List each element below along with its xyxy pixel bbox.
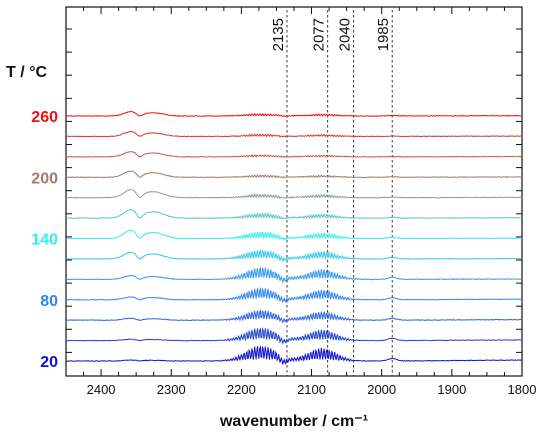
temperature-label: 200 xyxy=(31,170,58,187)
spectrum-trace xyxy=(65,111,523,118)
spectrum-trace xyxy=(65,229,523,242)
spectrum-trace xyxy=(65,308,523,324)
x-tick-label: 1900 xyxy=(437,382,466,397)
temperature-label: 80 xyxy=(40,293,58,310)
x-axis-ticks: 2400 2300 2200 2100 2000 1900 1800 xyxy=(65,7,537,397)
x-tick-label: 1800 xyxy=(508,382,537,397)
x-axis-title: wavenumber / cm⁻¹ xyxy=(219,413,368,430)
x-tick-label: 2000 xyxy=(367,382,396,397)
temperature-label: 140 xyxy=(31,232,58,249)
reference-line-label: 1985 xyxy=(375,18,392,51)
spectrum-trace xyxy=(65,151,523,158)
reference-line-label: 2135 xyxy=(270,18,287,51)
y-axis-ticks xyxy=(66,28,522,353)
x-tick-label: 2100 xyxy=(297,382,326,397)
spectrum-trace xyxy=(65,249,523,263)
spectrum-trace xyxy=(65,345,523,365)
x-tick-label: 2200 xyxy=(227,382,256,397)
reference-line-label: 2077 xyxy=(311,18,328,51)
spectrum-trace xyxy=(65,266,523,284)
reference-line-label: 2040 xyxy=(337,18,354,51)
spectra-traces xyxy=(65,111,523,365)
temperature-label: 20 xyxy=(40,354,58,371)
temperature-label: 260 xyxy=(31,109,58,126)
y-axis-title: T / °C xyxy=(6,64,48,81)
temperature-labels: 260 200 140 80 20 xyxy=(31,109,58,371)
reference-lines: 2135 2077 2040 1985 xyxy=(270,10,393,376)
x-tick-label: 2300 xyxy=(157,382,186,397)
spectrum-trace xyxy=(65,130,523,138)
spectrum-trace xyxy=(65,208,523,220)
spectrum-trace xyxy=(65,327,523,346)
spectrum-trace xyxy=(65,189,523,200)
spectrum-trace xyxy=(65,170,523,179)
spectrum-trace xyxy=(65,286,523,304)
x-tick-label: 2400 xyxy=(87,382,116,397)
